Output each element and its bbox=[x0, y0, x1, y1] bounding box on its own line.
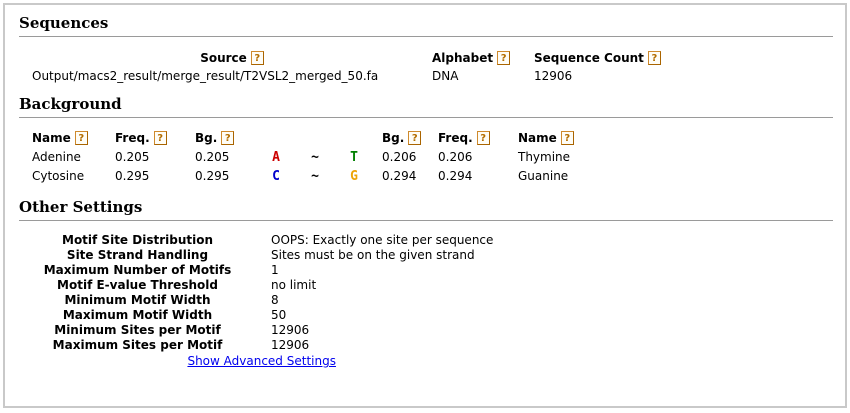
other-settings-section: Other Settings Motif Site Distribution O… bbox=[17, 199, 833, 369]
setting-row: Motif Site Distribution OOPS: Exactly on… bbox=[30, 233, 493, 248]
help-icon[interactable]: ? bbox=[250, 51, 264, 65]
sequence-source-value: Output/macs2_result/merge_result/T2VSL2_… bbox=[32, 69, 379, 83]
setting-value: 12906 bbox=[271, 338, 310, 352]
setting-label: Motif Site Distribution bbox=[62, 233, 213, 247]
letter-column-header bbox=[338, 130, 370, 149]
setting-label: Maximum Motif Width bbox=[62, 308, 213, 322]
help-icon[interactable]: ? bbox=[74, 131, 88, 145]
freq-header-label: Freq. bbox=[438, 131, 473, 145]
setting-row: Site Strand Handling Sites must be on th… bbox=[30, 248, 493, 263]
nucleotide-freq: 0.294 bbox=[438, 169, 473, 183]
complement-tilde: ~ bbox=[311, 169, 319, 184]
help-icon[interactable]: ? bbox=[560, 131, 574, 145]
setting-value: no limit bbox=[271, 278, 317, 292]
setting-row: Maximum Sites per Motif 12906 bbox=[30, 338, 493, 353]
sequences-heading: Sequences bbox=[19, 14, 109, 32]
setting-label: Motif E-value Threshold bbox=[57, 278, 218, 292]
setting-label: Minimum Sites per Motif bbox=[54, 323, 221, 337]
help-icon[interactable]: ? bbox=[408, 131, 422, 145]
show-advanced-settings-link[interactable]: Show Advanced Settings bbox=[187, 354, 336, 368]
setting-value: OOPS: Exactly one site per sequence bbox=[271, 233, 494, 247]
setting-label: Maximum Number of Motifs bbox=[43, 263, 232, 277]
nucleotide-name: Cytosine bbox=[32, 169, 85, 183]
name-column-header-left: Name? bbox=[32, 130, 115, 149]
freq-column-header-left: Freq.? bbox=[115, 130, 195, 149]
source-column-header: Source? bbox=[32, 50, 432, 67]
main-panel: Sequences Source? Alphabet? Sequence Cou… bbox=[3, 3, 847, 408]
sequence-count-column-header: Sequence Count? bbox=[534, 50, 661, 67]
nucleotide-name: Adenine bbox=[32, 150, 81, 164]
sequence-alphabet-value: DNA bbox=[432, 69, 459, 83]
name-header-label: Name bbox=[518, 131, 557, 145]
setting-value: 1 bbox=[271, 263, 279, 277]
setting-label: Minimum Motif Width bbox=[64, 293, 211, 307]
letter-column-header bbox=[260, 130, 292, 149]
name-header-label: Name bbox=[32, 131, 71, 145]
setting-label: Site Strand Handling bbox=[66, 248, 209, 262]
bg-header-label: Bg. bbox=[195, 131, 218, 145]
nucleotide-name: Guanine bbox=[518, 169, 569, 183]
sequences-data-row: Output/macs2_result/merge_result/T2VSL2_… bbox=[32, 67, 661, 84]
setting-row: Minimum Motif Width 8 bbox=[30, 293, 493, 308]
nucleotide-letter: C bbox=[272, 169, 280, 184]
help-icon[interactable]: ? bbox=[476, 131, 490, 145]
setting-row: Maximum Motif Width 50 bbox=[30, 308, 493, 323]
background-heading: Background bbox=[19, 95, 122, 113]
setting-row: Motif E-value Threshold no limit bbox=[30, 278, 493, 293]
help-icon[interactable]: ? bbox=[221, 131, 235, 145]
setting-value: 50 bbox=[271, 308, 287, 322]
nucleotide-bg: 0.294 bbox=[382, 169, 417, 183]
background-table: Name? Freq.? Bg.? Bg.? Freq.? Name? Aden… bbox=[32, 130, 574, 187]
help-icon[interactable]: ? bbox=[153, 131, 167, 145]
background-section: Background Name? Freq.? Bg.? Bg.? Freq.?… bbox=[17, 96, 833, 187]
help-icon[interactable]: ? bbox=[647, 51, 661, 65]
nucleotide-letter: G bbox=[350, 169, 358, 184]
nucleotide-freq: 0.205 bbox=[115, 150, 150, 164]
tilde-column-header bbox=[292, 130, 338, 149]
sequence-count-header-label: Sequence Count bbox=[534, 51, 644, 65]
bg-column-header-right: Bg.? bbox=[370, 130, 438, 149]
sequences-section: Sequences Source? Alphabet? Sequence Cou… bbox=[17, 15, 833, 84]
section-divider bbox=[19, 117, 833, 118]
setting-label: Maximum Sites per Motif bbox=[52, 338, 223, 352]
setting-value: 12906 bbox=[271, 323, 310, 337]
setting-value: 8 bbox=[271, 293, 279, 307]
nucleotide-bg: 0.205 bbox=[195, 150, 230, 164]
other-settings-heading: Other Settings bbox=[19, 198, 143, 216]
setting-row: Maximum Number of Motifs 1 bbox=[30, 263, 493, 278]
section-divider bbox=[19, 36, 833, 37]
nucleotide-letter: T bbox=[350, 150, 358, 165]
alphabet-column-header: Alphabet? bbox=[432, 50, 534, 67]
nucleotide-letter: A bbox=[272, 150, 280, 165]
background-row-adenine-thymine: Adenine 0.205 0.205 A ~ T 0.206 0.206 Th… bbox=[32, 149, 574, 168]
other-settings-table: Motif Site Distribution OOPS: Exactly on… bbox=[30, 233, 494, 369]
alphabet-header-label: Alphabet bbox=[432, 51, 494, 65]
nucleotide-name: Thymine bbox=[518, 150, 571, 164]
bg-column-header-left: Bg.? bbox=[195, 130, 260, 149]
background-row-cytosine-guanine: Cytosine 0.295 0.295 C ~ G 0.294 0.294 G… bbox=[32, 168, 574, 187]
bg-header-label: Bg. bbox=[382, 131, 405, 145]
nucleotide-freq: 0.206 bbox=[438, 150, 473, 164]
sequences-header-row: Source? Alphabet? Sequence Count? bbox=[32, 50, 661, 67]
advanced-settings-row: Show Advanced Settings bbox=[30, 353, 493, 369]
sequence-count-value: 12906 bbox=[534, 69, 573, 83]
help-icon[interactable]: ? bbox=[497, 51, 511, 65]
nucleotide-bg: 0.295 bbox=[195, 169, 230, 183]
setting-row: Minimum Sites per Motif 12906 bbox=[30, 323, 493, 338]
spacer bbox=[17, 84, 833, 96]
background-header-row: Name? Freq.? Bg.? Bg.? Freq.? Name? bbox=[32, 130, 574, 149]
name-column-header-right: Name? bbox=[518, 130, 574, 149]
setting-value: Sites must be on the given strand bbox=[271, 248, 475, 262]
nucleotide-bg: 0.206 bbox=[382, 150, 417, 164]
freq-column-header-right: Freq.? bbox=[438, 130, 518, 149]
sequences-table: Source? Alphabet? Sequence Count? Output… bbox=[32, 50, 661, 84]
nucleotide-freq: 0.295 bbox=[115, 169, 150, 183]
source-header-label: Source bbox=[200, 51, 247, 65]
section-divider bbox=[19, 220, 833, 221]
complement-tilde: ~ bbox=[311, 150, 319, 165]
freq-header-label: Freq. bbox=[115, 131, 150, 145]
